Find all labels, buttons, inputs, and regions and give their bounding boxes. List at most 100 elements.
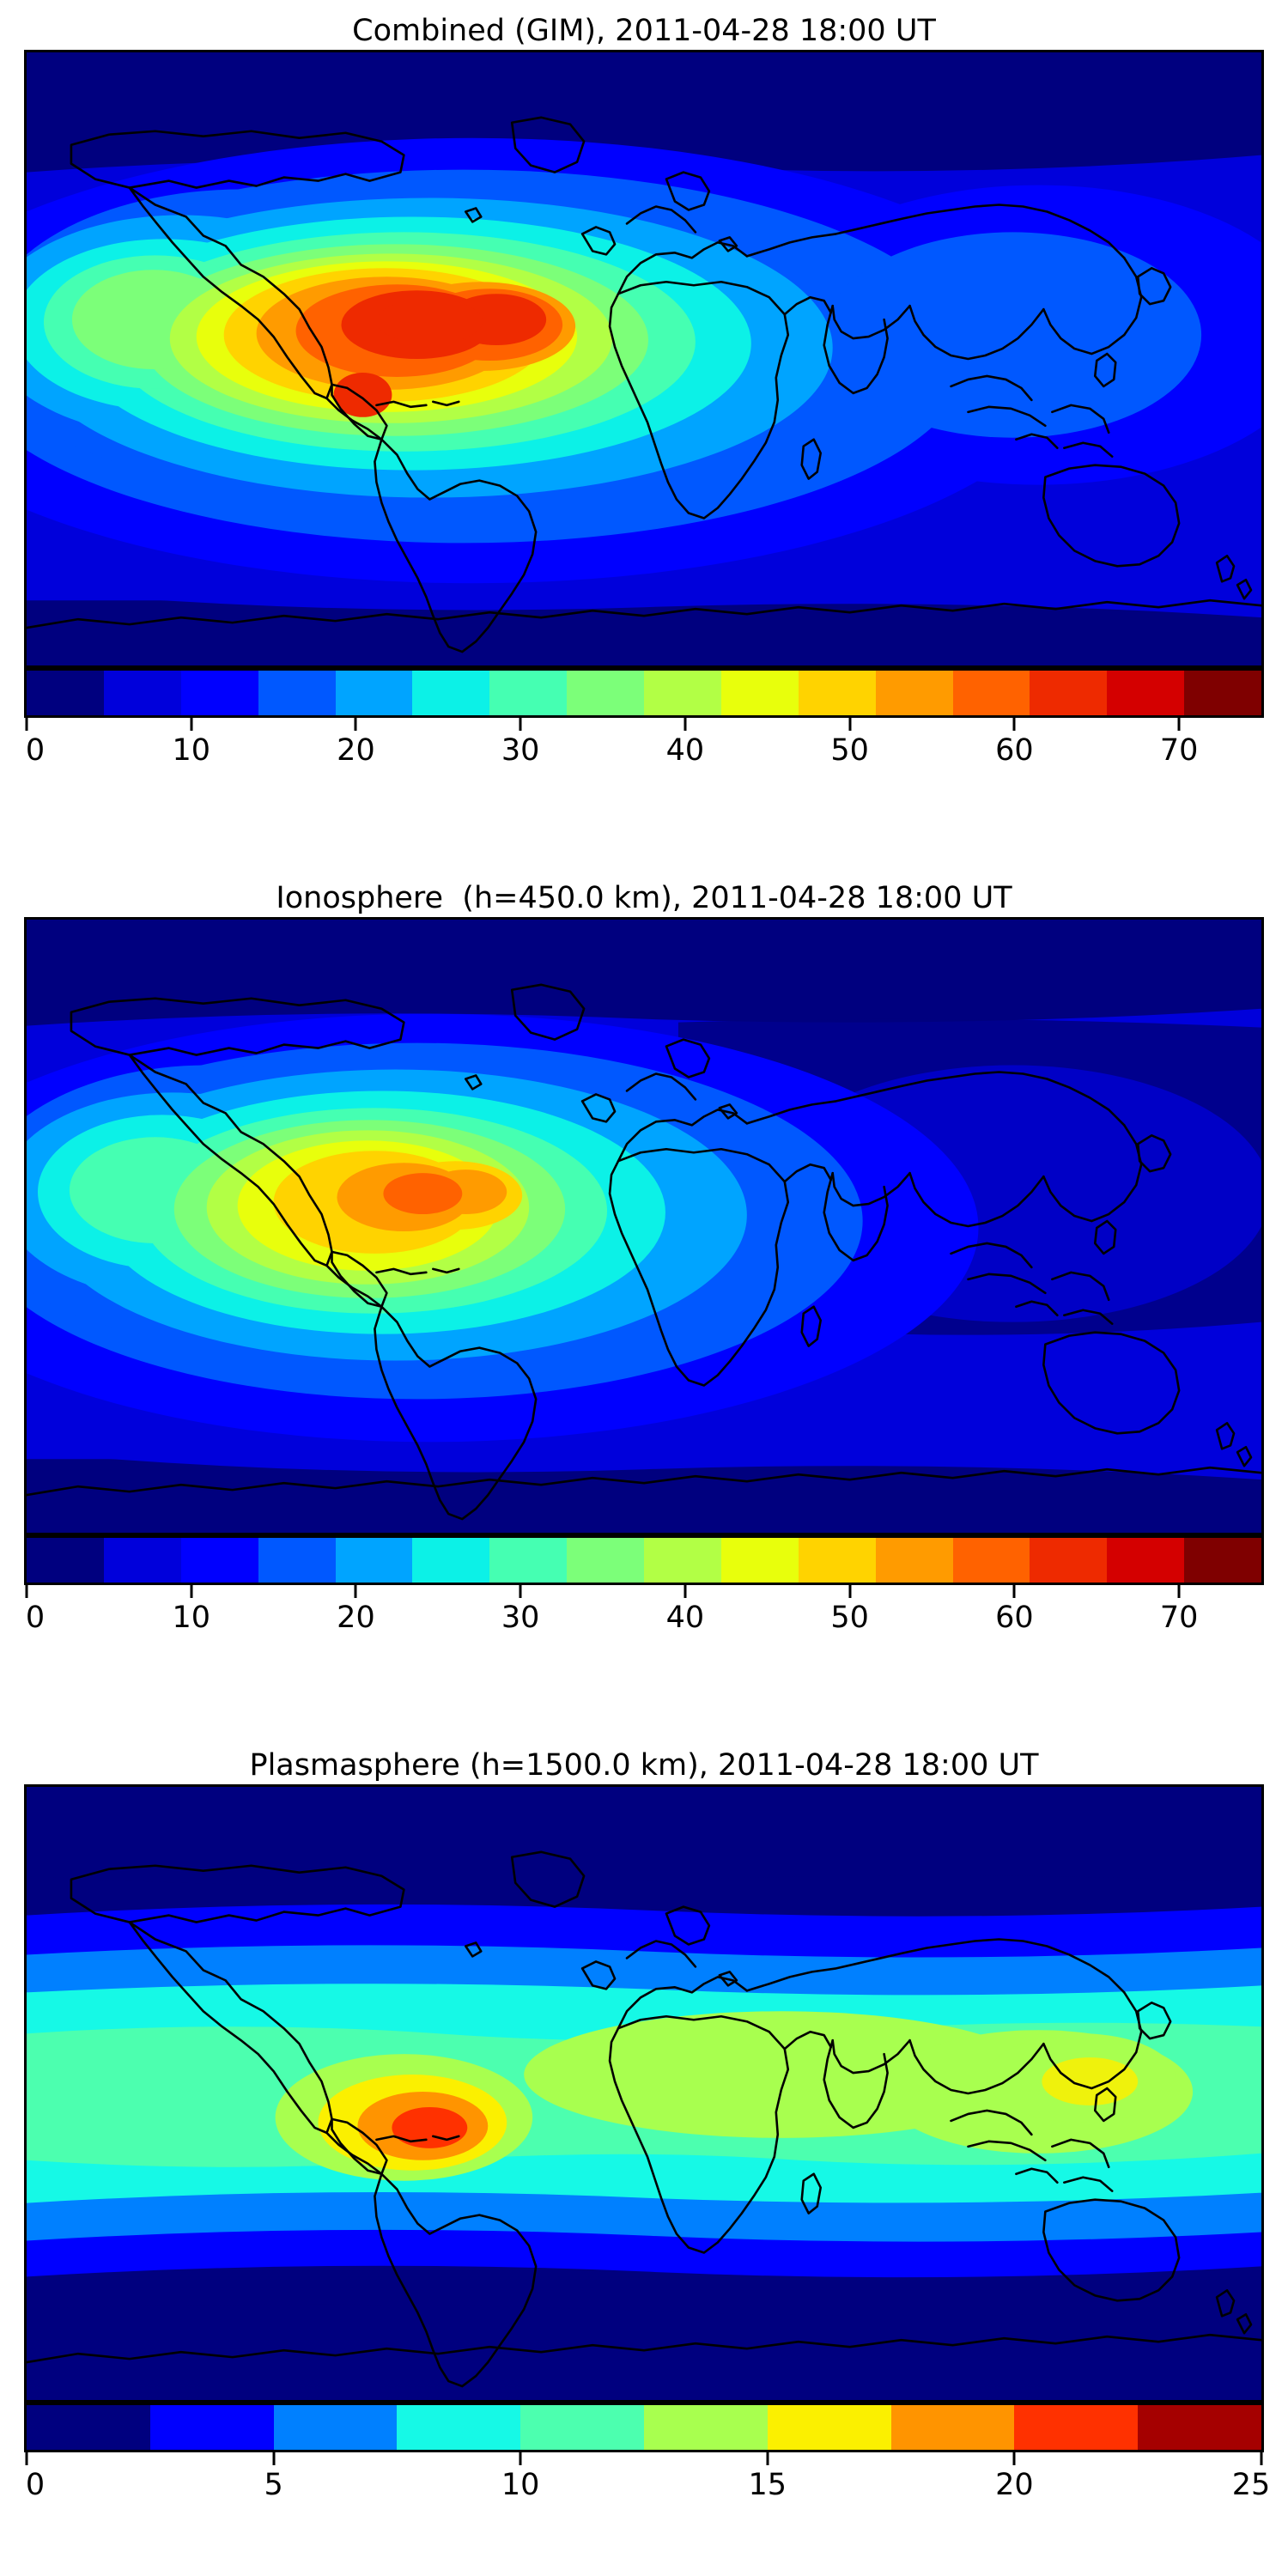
- coastlines-ionosphere: [27, 983, 1261, 1521]
- colorbar-combined: 0 10 20 30 40 50 60 70: [24, 668, 1264, 776]
- colorbar-band-5: [412, 671, 490, 715]
- colorbar-tick-0: [25, 2452, 28, 2465]
- colorbar-band-11: [875, 671, 953, 715]
- colorbar-tick-70: [1177, 718, 1181, 731]
- colorbar-tick-label-20: 20: [337, 733, 375, 768]
- colorbar-tick-label-60: 60: [995, 733, 1034, 768]
- coastlines-plasmasphere: [27, 1850, 1261, 2388]
- colorbar-band-7: [890, 2405, 1015, 2450]
- colorbar-ionosphere: 0 10 20 30 40 50 60 70: [24, 1535, 1264, 1643]
- contour-fill-plasmasphere: [27, 1787, 1261, 2400]
- colorbar-tick-25: [1260, 2452, 1263, 2465]
- map-plasmasphere: [24, 1784, 1264, 2403]
- colorbar-tick-40: [683, 1585, 687, 1598]
- colorbar-tick-label-20: 20: [995, 2468, 1034, 2502]
- contour-fill-ionosphere: [27, 920, 1261, 1533]
- colorbar-tick-10: [190, 718, 193, 731]
- map-ionosphere: [24, 917, 1264, 1535]
- map-svg-plasmasphere: [27, 1787, 1261, 2400]
- colorbar-tick-label-40: 40: [665, 733, 705, 768]
- coastlines-combined: [27, 116, 1261, 653]
- colorbar-tick-label-0: 0: [25, 1601, 46, 1635]
- colorbar-axis-ionosphere: 0 10 20 30 40 50 60 70: [24, 1585, 1264, 1643]
- colorbar-tick-20: [354, 718, 357, 731]
- colorbar-tick-label-30: 30: [501, 733, 540, 768]
- colorbar-band-4: [335, 671, 413, 715]
- colorbar-band-4: [335, 1538, 413, 1583]
- colorbar-tick-label-60: 60: [995, 1601, 1034, 1635]
- colorbar-tick-15: [766, 2452, 769, 2465]
- panel-title-combined: Combined (GIM), 2011-04-28 18:00 UT: [352, 14, 936, 48]
- colorbar-tick-label-25: 25: [1231, 2468, 1271, 2502]
- colorbar-band-1: [149, 2405, 274, 2450]
- colorbar-band-2: [180, 1538, 258, 1583]
- colorbar-tick-10: [190, 1585, 193, 1598]
- colorbar-axis-combined: 0 10 20 30 40 50 60 70: [24, 718, 1264, 776]
- colorbar-band-1: [103, 671, 181, 715]
- colorbar-axis-plasmasphere: 0 5 10 15 20 25: [24, 2452, 1270, 2511]
- map-svg-ionosphere: [27, 920, 1261, 1533]
- colorbar-band-12: [952, 671, 1030, 715]
- colorbar-bands-combined: [24, 668, 1264, 718]
- colorbar-band-9: [1138, 2405, 1261, 2450]
- colorbar-tick-0: [25, 1585, 28, 1598]
- colorbar-band-9: [720, 1538, 799, 1583]
- colorbar-bands-plasmasphere: [24, 2403, 1264, 2452]
- colorbar-tick-label-20: 20: [337, 1601, 375, 1635]
- colorbar-band-11: [875, 1538, 953, 1583]
- colorbar-band-15: [1184, 671, 1261, 715]
- contour-fill-combined: [27, 52, 1261, 665]
- colorbar-band-14: [1107, 1538, 1185, 1583]
- colorbar-tick-label-10: 10: [172, 733, 210, 768]
- colorbar-tick-60: [1012, 1585, 1016, 1598]
- colorbar-tick-label-70: 70: [1159, 1601, 1199, 1635]
- colorbar-tick-60: [1012, 718, 1016, 731]
- colorbar-tick-label-30: 30: [501, 1601, 540, 1635]
- colorbar-band-0: [27, 2405, 150, 2450]
- colorbar-band-13: [1030, 671, 1108, 715]
- colorbar-tick-label-5: 5: [264, 2468, 283, 2502]
- colorbar-tick-label-15: 15: [748, 2468, 787, 2502]
- colorbar-tick-50: [848, 1585, 852, 1598]
- colorbar-tick-label-50: 50: [830, 1601, 869, 1635]
- colorbar-tick-label-0: 0: [25, 2468, 46, 2502]
- panel-title-plasmasphere: Plasmasphere (h=1500.0 km), 2011-04-28 1…: [249, 1748, 1039, 1783]
- colorbar-band-12: [952, 1538, 1030, 1583]
- colorbar-tick-label-70: 70: [1159, 733, 1199, 768]
- colorbar-band-13: [1030, 1538, 1108, 1583]
- colorbar-band-6: [489, 671, 568, 715]
- colorbar-tick-50: [848, 718, 852, 731]
- panel-combined-gim: Combined (GIM), 2011-04-28 18:00 UT: [0, 12, 1288, 776]
- colorbar-tick-0: [25, 718, 28, 731]
- colorbar-tick-20: [1012, 2452, 1016, 2465]
- panel-plasmasphere: Plasmasphere (h=1500.0 km), 2011-04-28 1…: [0, 1747, 1288, 2511]
- colorbar-band-3: [397, 2405, 521, 2450]
- panel-title-ionosphere: Ionosphere (h=450.0 km), 2011-04-28 18:0…: [276, 881, 1012, 915]
- colorbar-band-8: [1014, 2405, 1139, 2450]
- colorbar-band-2: [180, 671, 258, 715]
- colorbar-band-2: [273, 2405, 398, 2450]
- colorbar-band-0: [27, 1538, 104, 1583]
- colorbar-bands-ionosphere: [24, 1535, 1264, 1585]
- colorbar-band-7: [567, 1538, 644, 1583]
- colorbar-band-14: [1107, 671, 1185, 715]
- colorbar-band-5: [643, 2405, 768, 2450]
- colorbar-band-3: [258, 1538, 336, 1583]
- panel-ionosphere: Ionosphere (h=450.0 km), 2011-04-28 18:0…: [0, 879, 1288, 1643]
- colorbar-tick-label-50: 50: [830, 733, 869, 768]
- colorbar-tick-5: [272, 2452, 276, 2465]
- colorbar-tick-10: [519, 2452, 522, 2465]
- colorbar-tick-label-10: 10: [501, 2468, 540, 2502]
- colorbar-tick-40: [683, 718, 687, 731]
- colorbar-band-8: [644, 1538, 721, 1583]
- map-svg-combined: [27, 52, 1261, 665]
- colorbar-band-6: [767, 2405, 891, 2450]
- colorbar-band-15: [1184, 1538, 1261, 1583]
- colorbar-tick-30: [519, 718, 522, 731]
- colorbar-band-7: [567, 671, 644, 715]
- colorbar-band-8: [644, 671, 721, 715]
- colorbar-tick-20: [354, 1585, 357, 1598]
- colorbar-band-3: [258, 671, 336, 715]
- colorbar-plasmasphere: 0 5 10 15 20 25: [24, 2403, 1270, 2511]
